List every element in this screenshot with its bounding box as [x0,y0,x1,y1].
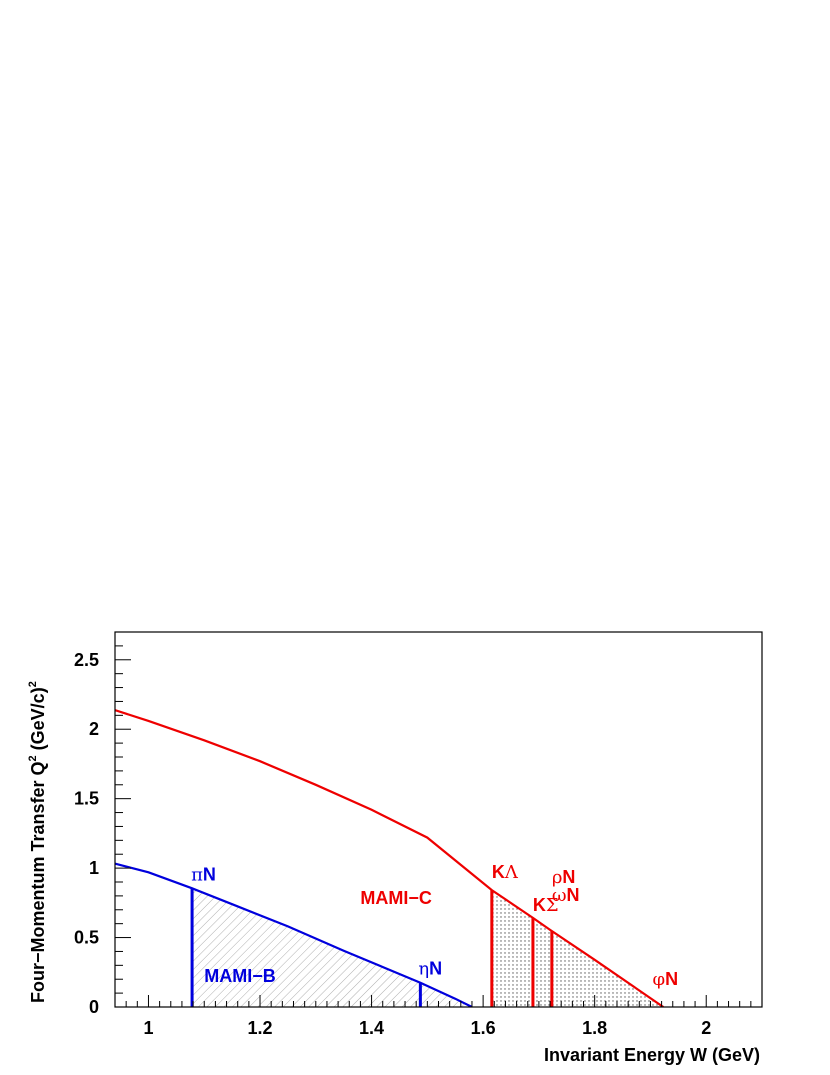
series-line-mami-b [115,862,473,1007]
x-tick-label: 1 [143,1018,153,1038]
label-glyph: N [665,969,678,989]
label-glyph: N [567,885,580,905]
x-axis-label: Invariant Energy W (GeV) [544,1045,760,1065]
x-tick-label: 1.4 [359,1018,384,1038]
threshold-label: πN [191,864,216,885]
y-axis-label-sup-1: 2 [27,755,39,761]
x-tick-label: 1.8 [582,1018,607,1038]
threshold-label: ηN [418,959,442,980]
x-tick-label: 1.2 [248,1018,273,1038]
label-glyph: N [562,867,575,887]
series-layer [115,708,664,1007]
y-tick-label: 0 [89,997,99,1017]
label-glyph: Σ [546,895,559,916]
threshold-label: KΣ [533,895,559,916]
region-label-mami-b: MAMI−B [204,966,276,986]
y-axis-label-main: Four−Momentum Transfer Q [28,761,48,1003]
y-axis-label-unit: (GeV/c) [28,687,48,755]
label-glyph: φ [652,969,665,990]
region-fill-mami-b [192,888,472,1007]
x-tick-label: 1.6 [471,1018,496,1038]
threshold-label: ωN [552,885,580,906]
y-tick-label: 2.5 [74,650,99,670]
region-label-mami-c: MAMI−C [360,888,432,908]
y-axis-ticks: 0 0.5 1 1.5 2 2.5 [74,631,131,1017]
threshold-layer [190,888,554,1007]
threshold-label: φN [652,969,678,990]
x-tick-label: 2 [701,1018,711,1038]
y-axis-label: Four−Momentum Transfer Q2 (GeV/c)2 [27,681,48,1003]
label-glyph: K [492,862,505,882]
label-glyph: ρ [552,867,563,888]
label-glyph: N [203,864,216,884]
y-tick-label: 1 [89,858,99,878]
threshold-label: ρN [552,867,576,888]
label-glyph: π [191,864,203,885]
x-axis-ticks: 1 1.2 1.4 1.6 1.8 2 [114,995,763,1038]
y-tick-label: 2 [89,719,99,739]
y-tick-label: 0.5 [74,928,99,948]
label-glyph: K [533,895,546,915]
y-tick-label: 1.5 [74,789,99,809]
threshold-label: KΛ [492,862,519,883]
label-glyph: η [418,959,429,980]
y-axis-label-sup-2: 2 [27,681,39,687]
series-line-mami-c [115,708,664,1007]
label-glyph: ω [552,885,567,906]
label-glyph: N [429,959,442,979]
label-glyph: Λ [504,862,519,883]
